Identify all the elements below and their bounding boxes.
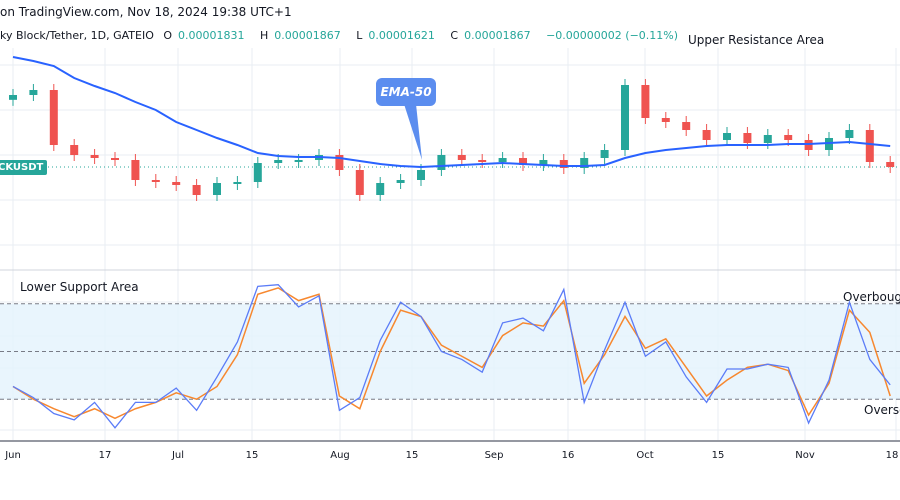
candle-body: [580, 158, 589, 168]
candle-body: [49, 90, 58, 145]
candle-body: [253, 163, 262, 182]
candle-body: [437, 155, 446, 170]
candle-body: [641, 85, 650, 118]
candle-body: [90, 155, 99, 158]
candle-body: [457, 155, 466, 160]
x-tick-label: Nov: [795, 450, 815, 461]
candle-body: [151, 180, 160, 182]
close-label: C: [450, 29, 459, 42]
candle-body: [294, 160, 303, 162]
candle-body: [9, 95, 17, 100]
low-label: L: [356, 29, 363, 42]
oversold-label: Oversold: [864, 403, 900, 417]
symbol-name: ky Block/Tether, 1D, GATEIO: [0, 29, 154, 42]
candle-body: [519, 158, 527, 165]
stochastic-k-line: [12, 284, 891, 429]
candle-body: [29, 90, 38, 95]
x-tick-label: Oct: [636, 450, 654, 461]
x-tick-label: Jul: [171, 450, 185, 461]
x-tick-label: 15: [711, 450, 725, 461]
candle-body: [396, 180, 405, 183]
x-tick-label: 18: [885, 450, 899, 461]
change-value: −0.00000002 (−0.11%): [546, 29, 679, 42]
open-label: O: [163, 29, 173, 42]
close-value: 0.00001867: [464, 29, 531, 42]
candle-body: [131, 160, 140, 180]
candle-body: [702, 130, 711, 140]
candle-body: [213, 183, 221, 195]
x-tick-label: 15: [245, 450, 259, 461]
ticker-price-label: CKUSDT: [0, 160, 48, 175]
candle-body: [376, 183, 385, 195]
candle-body: [559, 160, 568, 168]
ohlc-legend: ky Block/Tether, 1D, GATEIO O 0.00001831 …: [0, 29, 684, 42]
candle-body: [539, 160, 548, 165]
high-value: 0.00001867: [274, 29, 341, 42]
candle-body: [600, 150, 609, 158]
x-tick-label: Jun: [5, 450, 21, 461]
candle-body: [70, 145, 79, 155]
x-tick-label: 17: [98, 450, 112, 461]
candle-body: [478, 160, 487, 162]
candle-body: [723, 133, 731, 140]
ema-callout: EMA-50: [376, 78, 436, 106]
candle-body: [886, 162, 895, 167]
candle-body: [845, 130, 854, 138]
lower-support-label: Lower Support Area: [20, 280, 139, 294]
x-tick-label: Sep: [484, 450, 504, 461]
candle-body: [355, 170, 364, 195]
low-value: 0.00001621: [368, 29, 435, 42]
published-info: on TradingView.com, Nov 18, 2024 19:38 U…: [0, 5, 292, 19]
x-tick-label: 15: [405, 450, 419, 461]
upper-resistance-label: Upper Resistance Area: [688, 33, 825, 47]
candle-body: [621, 85, 629, 150]
candle-body: [661, 118, 670, 122]
x-tick-label: 16: [561, 450, 575, 461]
open-value: 0.00001831: [178, 29, 245, 42]
candle-body: [417, 170, 425, 180]
candle-body: [682, 122, 691, 130]
candle-body: [192, 185, 201, 195]
candle-body: [763, 135, 772, 143]
candle-body: [233, 182, 242, 184]
candle-body: [274, 160, 283, 163]
candle-body: [172, 182, 181, 185]
overbought-label: Overbought: [843, 290, 900, 304]
candle-body: [111, 158, 119, 160]
candle-body: [335, 155, 344, 170]
candle-body: [865, 130, 874, 162]
high-label: H: [260, 29, 269, 42]
candle-body: [498, 158, 507, 162]
ema-callout-pointer: [404, 104, 422, 160]
candle-body: [784, 135, 793, 140]
x-tick-label: Aug: [330, 450, 350, 461]
ema-50-line: [12, 56, 891, 169]
candle-body: [743, 133, 752, 143]
